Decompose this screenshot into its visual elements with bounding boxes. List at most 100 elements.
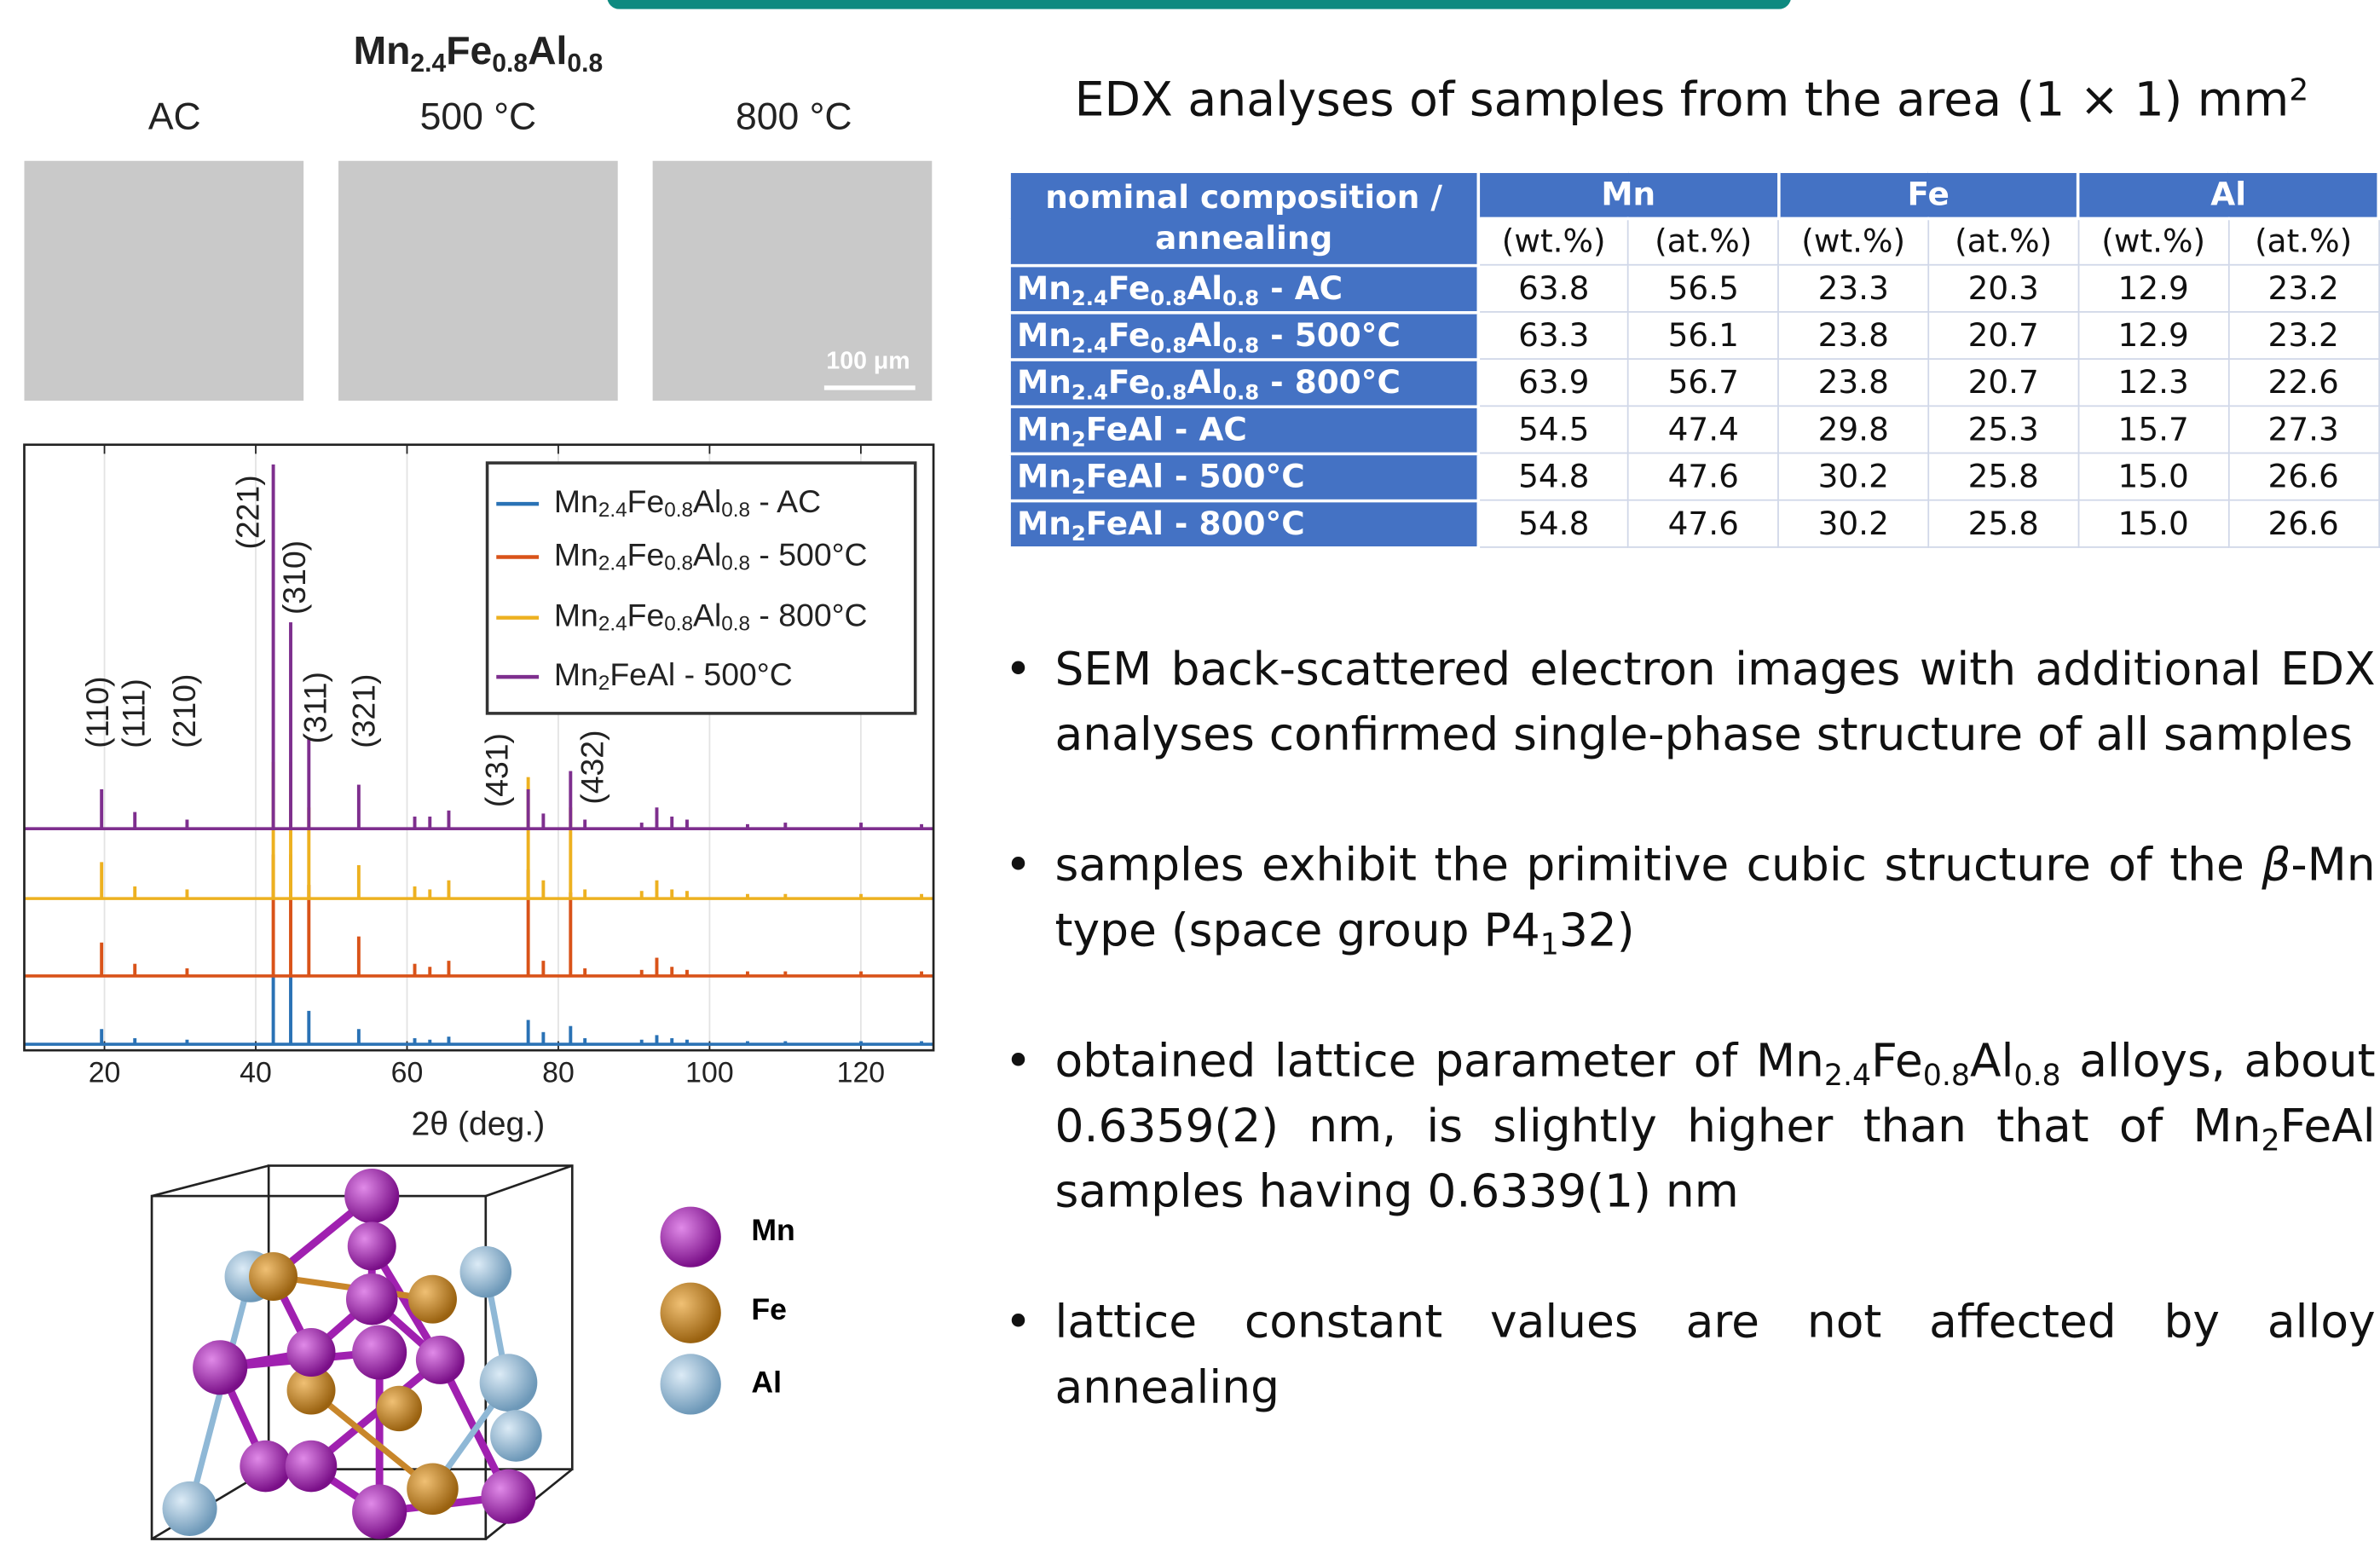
value-cell: 26.6 <box>2228 500 2378 547</box>
value-cell: 12.9 <box>2078 312 2228 359</box>
text-run: obtained lattice parameter of Mn <box>1055 1035 1824 1088</box>
value-cell: 15.7 <box>2078 406 2228 453</box>
peak <box>656 958 659 976</box>
peak <box>133 1038 136 1044</box>
edx-title: EDX analyses of samples from the area (1… <box>1075 72 2309 127</box>
peak <box>746 824 749 829</box>
peak <box>185 968 188 976</box>
element-header: Al <box>2078 171 2378 218</box>
peak <box>448 1037 451 1044</box>
text-run: - 500°C <box>1259 316 1401 353</box>
peak <box>413 964 417 976</box>
row-label: Mn2.4Fe0.8Al0.8 - AC <box>1009 265 1478 312</box>
peak-label: (110) <box>79 676 115 748</box>
peak <box>569 771 572 829</box>
peak <box>670 967 673 976</box>
peak <box>357 937 361 976</box>
value-cell: 27.3 <box>2228 406 2378 453</box>
value-cell: 23.8 <box>1778 359 1928 406</box>
peak <box>428 889 431 898</box>
peak <box>541 1032 545 1044</box>
legend-swatch <box>661 1207 721 1268</box>
value-cell: 12.9 <box>2078 265 2228 312</box>
value-cell: 30.2 <box>1778 453 1928 500</box>
unit-header: (at.%) <box>1628 218 1778 264</box>
subscript: 2 <box>1072 475 1086 499</box>
peak <box>413 817 417 829</box>
peak <box>783 823 787 829</box>
peak <box>448 881 451 898</box>
peak <box>133 887 136 898</box>
peak <box>783 972 787 976</box>
peak <box>583 1038 586 1044</box>
peak <box>640 1040 644 1044</box>
value-cell: 20.7 <box>1928 312 2078 359</box>
header-row: nominal composition / annealingMnFeAl <box>1009 171 2378 218</box>
peak <box>670 817 673 829</box>
peak <box>428 967 431 976</box>
peak <box>670 1038 673 1044</box>
subscript: 0.8 <box>1150 380 1187 404</box>
subscript: 0.8 <box>1150 333 1187 357</box>
subscript: 2 <box>2261 1123 2279 1158</box>
row-label: Mn2.4Fe0.8Al0.8 - 500°C <box>1009 312 1478 359</box>
peak <box>100 862 103 898</box>
peak <box>272 976 275 1044</box>
text-run: FeAl - AC <box>1086 411 1247 448</box>
subscript: 2 <box>598 672 610 695</box>
x-tick-label: 100 <box>685 1057 733 1089</box>
bullet-list: SEM back-scattered electron images with … <box>1002 638 2375 1486</box>
bullet-item: SEM back-scattered electron images with … <box>1002 638 2375 768</box>
subscript: 2.4 <box>598 552 627 575</box>
peak <box>583 889 586 898</box>
value-cell: 15.0 <box>2078 500 2228 547</box>
peak <box>656 807 659 829</box>
value-cell: 63.8 <box>1478 265 1628 312</box>
peak <box>859 972 863 976</box>
peak <box>583 968 586 976</box>
peak <box>413 887 417 898</box>
text-run: 32) <box>1559 904 1635 957</box>
peak <box>859 823 863 829</box>
subscript: 0.8 <box>721 613 750 636</box>
value-cell: 15.0 <box>2078 453 2228 500</box>
subscript: 0.8 <box>1222 380 1259 404</box>
peak <box>569 1026 572 1044</box>
text-run: Mn <box>554 483 598 519</box>
value-cell: 20.3 <box>1928 265 2078 312</box>
peak <box>185 889 188 898</box>
slide: Mn2.4Fe0.8Al0.8 AC 500 °C 800 °C 100 μm … <box>0 0 2380 1542</box>
text-run: Mn <box>1017 411 1072 448</box>
text-run: Mn <box>554 598 598 633</box>
peak <box>185 820 188 829</box>
peak <box>656 881 659 898</box>
legend-label: Mn <box>751 1213 794 1247</box>
value-cell: 23.8 <box>1778 312 1928 359</box>
peak-label: (432) <box>575 730 610 804</box>
peak-label: (431) <box>478 733 514 807</box>
subscript: 0.8 <box>2013 1058 2060 1093</box>
value-cell: 30.2 <box>1778 500 1928 547</box>
value-cell: 23.3 <box>1778 265 1928 312</box>
value-cell: 47.6 <box>1628 453 1778 500</box>
text-run: Al <box>693 483 721 519</box>
page: Mn2.4Fe0.8Al0.8 AC 500 °C 800 °C 100 μm … <box>0 0 2380 1542</box>
peak-label: (311) <box>298 672 333 743</box>
text-run: Fe <box>1108 316 1150 353</box>
text-run: SEM back-scattered electron images with … <box>1055 644 2376 762</box>
table-row: Mn2.4Fe0.8Al0.8 - 800°C63.956.723.820.71… <box>1009 359 2378 406</box>
peak <box>859 1041 863 1044</box>
peak <box>307 737 310 829</box>
text-run: Mn <box>1017 505 1072 541</box>
legend-swatch <box>661 1354 721 1414</box>
peak <box>100 1029 103 1044</box>
peak <box>583 820 586 829</box>
peak <box>920 824 923 829</box>
row-label: Mn2.4Fe0.8Al0.8 - 800°C <box>1009 359 1478 406</box>
peak <box>527 789 530 829</box>
text-run: EDX analyses of samples from the area (1… <box>1075 72 2290 127</box>
subscript: 0.8 <box>664 499 693 522</box>
row-label: Mn2FeAl - AC <box>1009 406 1478 453</box>
